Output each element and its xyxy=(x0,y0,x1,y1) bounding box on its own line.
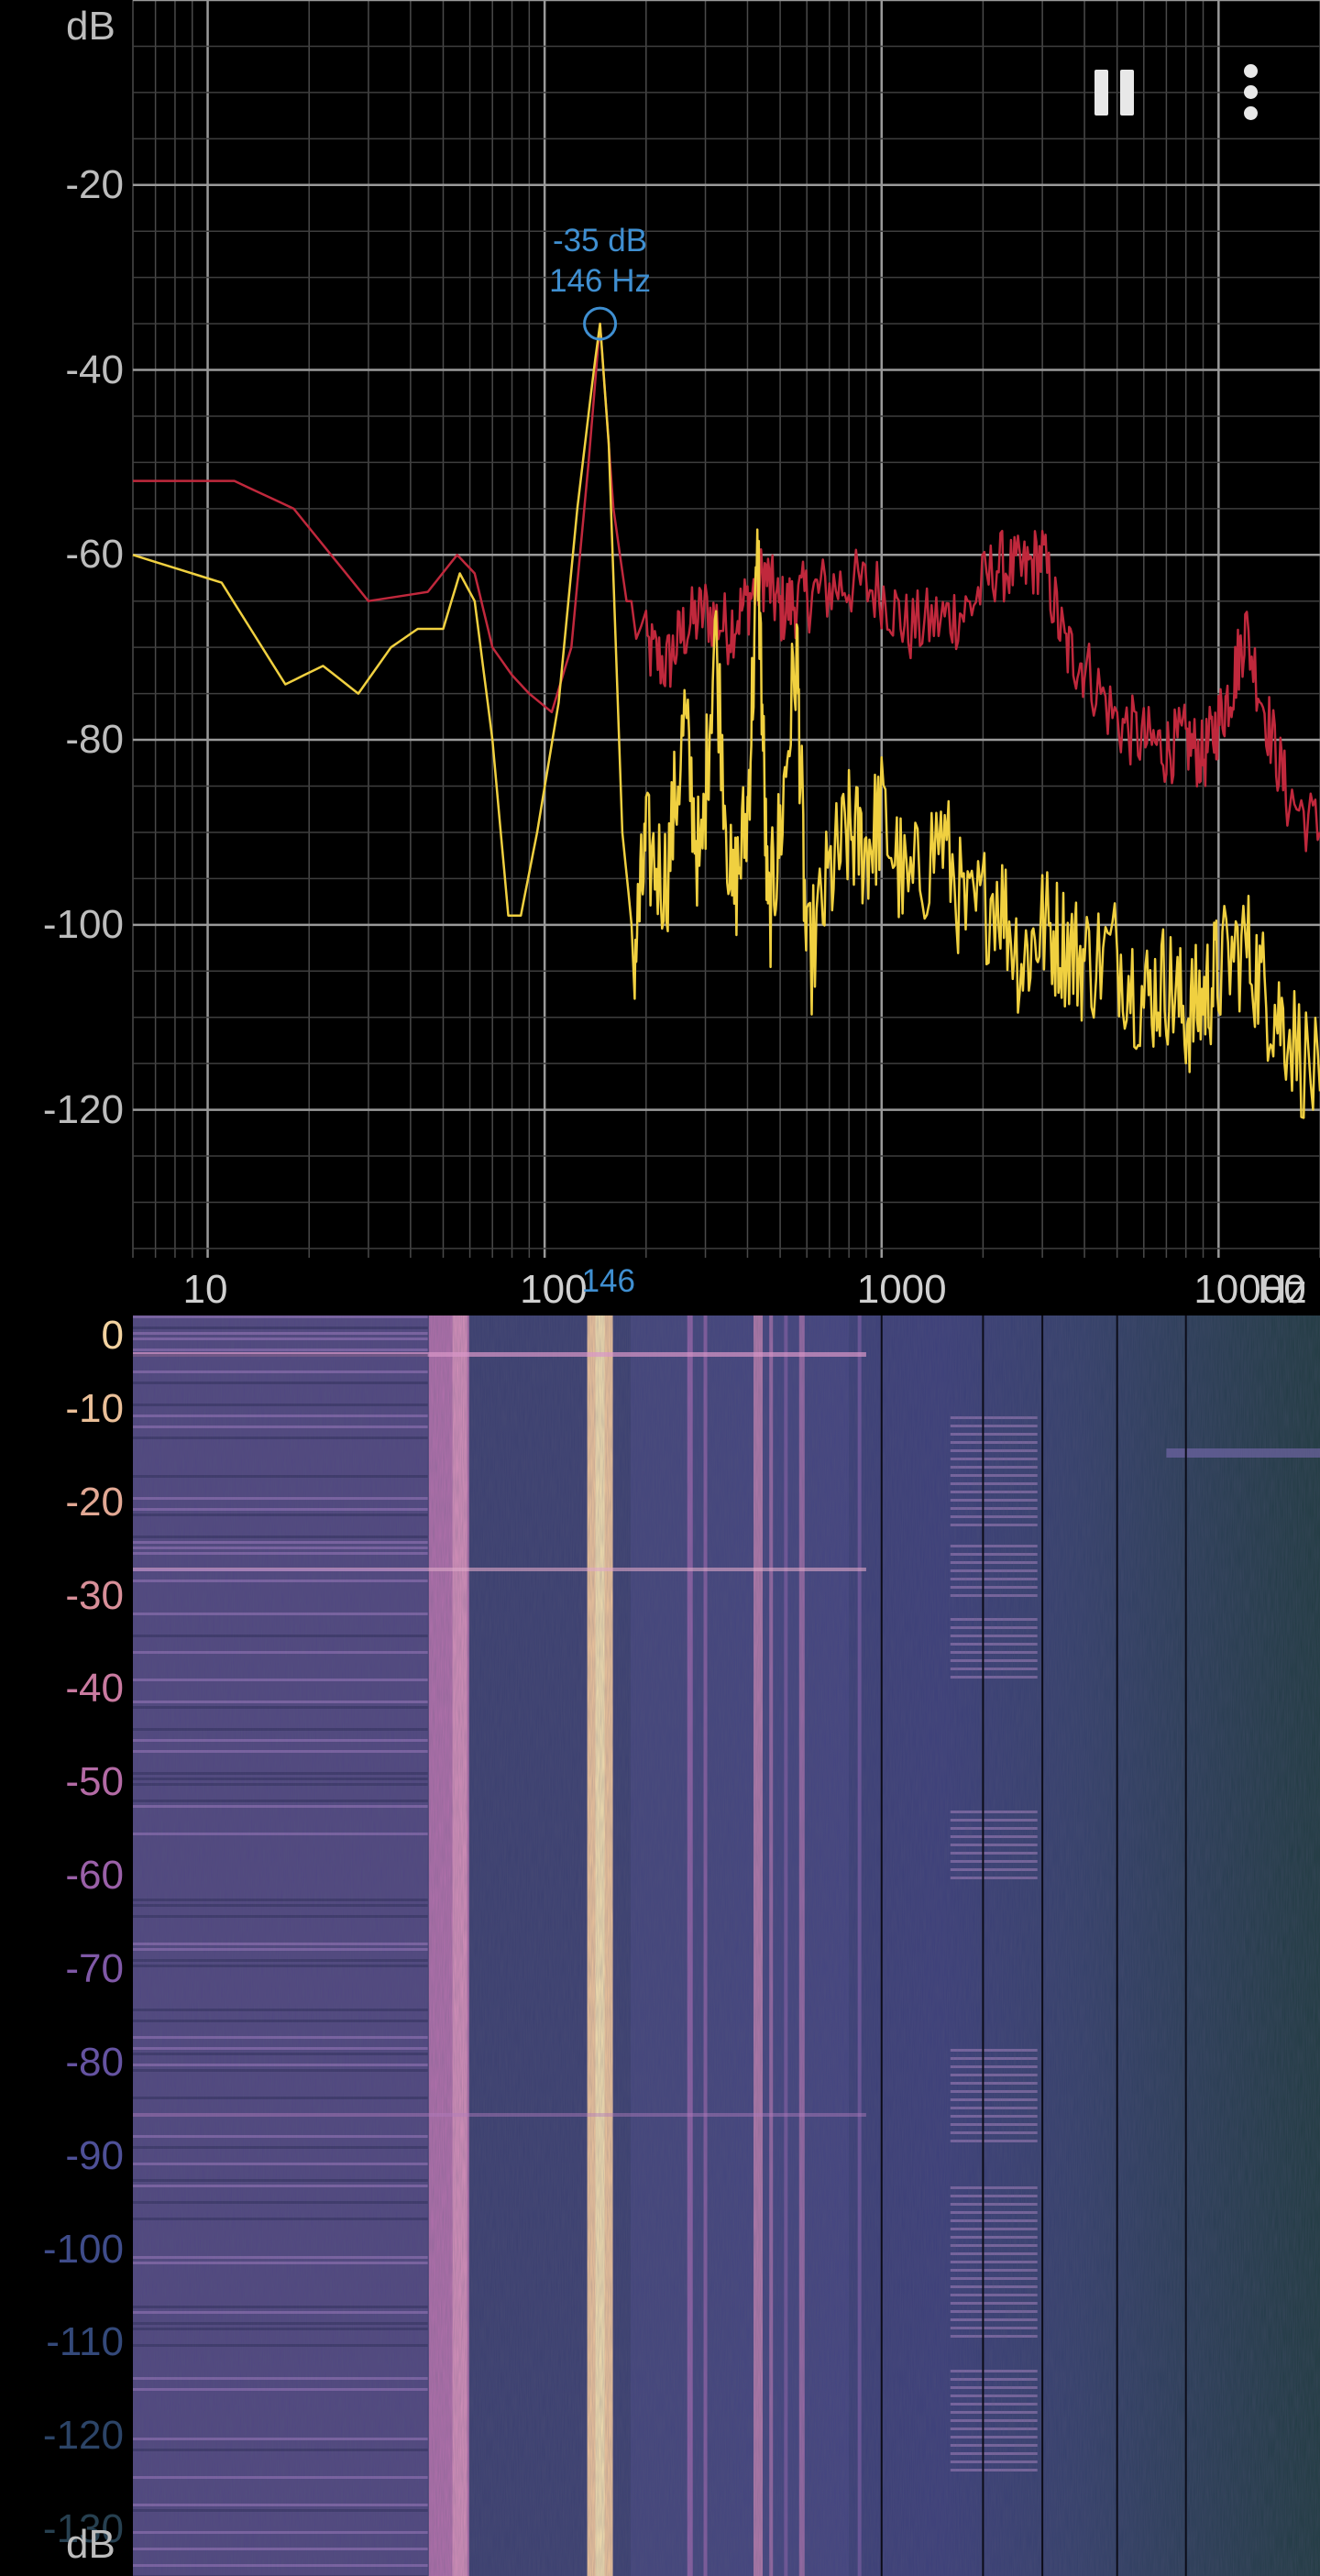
peak-hold-line xyxy=(133,322,1320,853)
spectrum-x-tick: 1000 xyxy=(856,1267,947,1312)
spectrogram-y-tick: -10 xyxy=(65,1385,124,1431)
spectrogram-y-tick: -20 xyxy=(65,1479,124,1525)
spectrogram-y-tick: 0 xyxy=(101,1313,124,1358)
spectrogram-grid xyxy=(880,1316,1187,2576)
spectrogram-y-tick: -100 xyxy=(42,2226,124,2272)
spectrogram-y-tick: -60 xyxy=(65,1853,124,1899)
peak-db-label: -35 dB xyxy=(553,223,648,259)
spectrum-y-unit: dB xyxy=(66,4,116,49)
spectrogram-y-tick: -120 xyxy=(42,2413,124,2459)
pause-button[interactable] xyxy=(1065,42,1166,143)
spectrum-series xyxy=(132,322,1320,1119)
live-spectrum-line xyxy=(132,322,1320,1119)
spectrum-y-tick: -80 xyxy=(65,717,124,763)
spectrum-x-tick: 10 xyxy=(182,1267,228,1312)
peak-readout: -35 dB 146 Hz xyxy=(509,221,692,302)
spectrogram-y-tick: -80 xyxy=(65,2039,124,2085)
spectrogram-heatmap xyxy=(133,1316,1320,2576)
spectrum-grid xyxy=(132,0,1320,1258)
spectrogram-y-tick: -70 xyxy=(65,1945,124,1991)
more-options-button[interactable] xyxy=(1201,42,1302,143)
spectrogram-y-unit: dB xyxy=(66,2522,116,2567)
spectrogram-panel[interactable]: 0 -10 -20 -30 -40 -50 -60 -70 -80 -90 -100 -110 -120… xyxy=(0,1316,1320,2576)
spectrum-x-tick: 10000 xyxy=(1194,1267,1306,1312)
spectrogram-rows xyxy=(133,1316,1320,2576)
spectrogram-y-tick: -50 xyxy=(65,1759,124,1805)
spectrogram-y-tick: -30 xyxy=(65,1572,124,1618)
spectrum-chart[interactable] xyxy=(0,0,1320,1316)
spectrum-y-tick: -60 xyxy=(65,532,124,578)
spectrum-y-tick: -100 xyxy=(42,901,124,947)
spectrum-x-unit: Hz xyxy=(1258,1267,1307,1312)
spectrogram-y-tick: -40 xyxy=(65,1666,124,1712)
spectrum-x-tick: 100 xyxy=(520,1267,588,1312)
spectrum-y-tick: -40 xyxy=(65,347,124,392)
spectrum-y-tick: -120 xyxy=(42,1086,124,1132)
spectrogram-y-tick: -90 xyxy=(65,2132,124,2178)
peak-frequency-marker: 146 xyxy=(581,1263,635,1299)
spectrum-y-tick: -20 xyxy=(65,161,124,207)
peak-marker xyxy=(583,306,618,341)
spectrogram-y-tick: -130 xyxy=(42,2506,124,2552)
spectrogram-y-tick: -110 xyxy=(46,2319,124,2365)
peak-hz-label: 146 Hz xyxy=(549,263,652,300)
